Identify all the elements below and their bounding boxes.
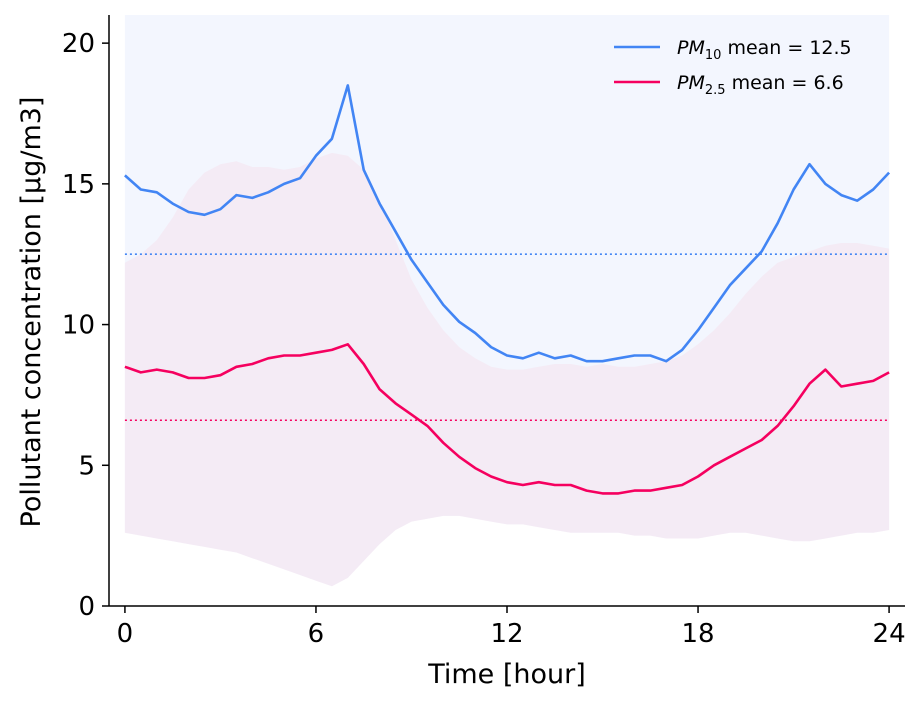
series-lines <box>124 84 891 495</box>
pm10-line <box>124 84 891 363</box>
y-tick-label: 10 <box>62 311 95 341</box>
y-tick-label: 0 <box>78 592 95 622</box>
x-tick-label: 6 <box>308 619 325 649</box>
pm25-line <box>124 343 890 495</box>
legend: PM10 mean = 12.5 PM2.5 mean = 6.6 <box>614 37 852 98</box>
mean-lines <box>124 253 890 422</box>
x-axis-label: Time [hour] <box>427 659 586 690</box>
confidence-bands <box>124 15 890 587</box>
y-tick-label: 15 <box>62 170 95 200</box>
pm25-band <box>124 152 890 587</box>
y-ticks: 0 5 10 15 20 <box>62 29 109 622</box>
y-tick-label: 20 <box>62 29 95 59</box>
x-tick-label: 12 <box>490 619 523 649</box>
pm10-legend-label: PM10 mean = 12.5 <box>677 37 852 63</box>
x-ticks: 0 6 12 18 24 <box>117 606 906 649</box>
x-tick-label: 18 <box>681 619 714 649</box>
x-tick-label: 24 <box>873 619 906 649</box>
y-tick-label: 5 <box>78 451 95 481</box>
pm25-legend-label: PM2.5 mean = 6.6 <box>677 72 844 98</box>
x-tick-label: 0 <box>117 619 134 649</box>
y-axis-label: Pollutant concentration [μg/m3] <box>16 97 47 528</box>
